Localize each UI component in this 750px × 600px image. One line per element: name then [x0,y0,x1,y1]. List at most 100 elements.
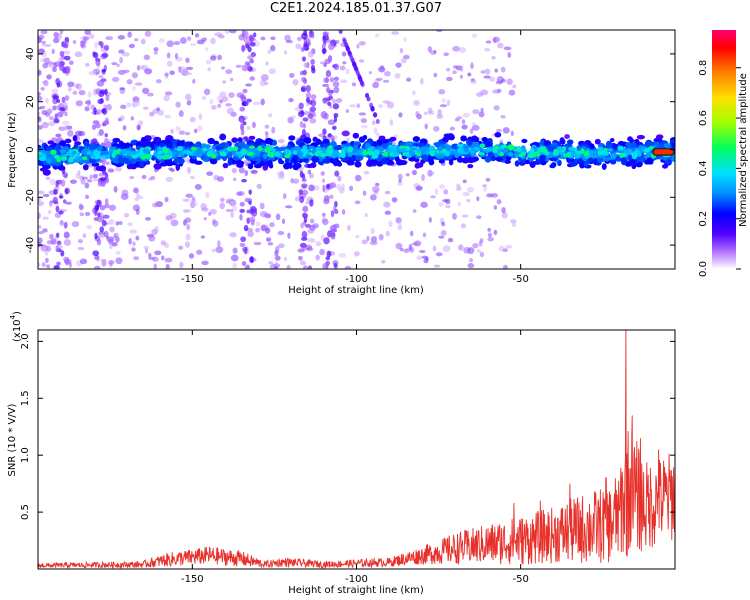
spectrogram-cell [104,88,108,96]
spectrogram-cell [58,126,66,132]
spectrogram-cell [40,30,45,37]
spectrogram-peak [607,148,613,152]
spectrogram-cell [100,180,106,187]
spectrogram-cell [491,193,499,198]
spectrogram-cell [82,164,89,171]
spectrogram-cell [38,200,44,207]
spectrogram-cell [298,255,303,261]
spectrogram-peak [390,147,396,154]
spectrogram-cell [448,159,454,166]
spectrogram-cell [310,162,317,168]
spectrogram-cell [351,60,356,66]
spectrogram-cell [487,147,493,152]
spectrogram-cell [38,125,43,130]
spectrogram-cell [241,101,247,107]
spectrogram-cell [487,237,494,242]
spectrogram-cell [471,124,480,131]
spectrogram-cell [101,259,107,267]
spectrogram-cell [123,212,130,218]
spectrogram-cell [51,48,55,55]
spectrogram-cell [84,182,90,189]
spectrogram-cell [211,248,216,253]
spectrogram-cell [55,133,62,138]
spectrogram-peak [104,154,110,160]
spectrogram-cell [81,176,89,180]
spectrogram-cell [246,209,251,214]
spectrogram-peak [161,155,169,160]
spectrogram-cell [329,182,337,189]
spectrogram-cell [55,180,59,188]
spectrogram-peak [328,144,333,151]
spectrogram-cell [115,257,123,265]
spectrogram-cell [249,216,256,223]
spectrogram-cell [480,70,486,74]
spectrogram-cell [375,132,381,137]
spectrogram-peak [240,148,247,155]
spectrogram-cell [267,49,272,54]
spectrogram-cell [217,54,222,61]
spectrogram-cell [476,215,482,220]
spectrogram-cell [356,103,361,109]
snr-x-ticks: -150 -100 -50 [181,330,529,585]
spectrogram-cell [299,260,307,266]
spectrogram-cell [186,223,191,231]
spectrogram-cell [361,239,368,245]
spectrogram-cell [102,120,110,126]
spectrogram-cell [239,118,244,124]
spectrogram-peak [333,153,339,158]
spectrogram-peak [533,152,538,157]
spectrogram-cell [277,157,283,165]
spectrogram-cell [97,212,101,218]
spectrogram-cell [420,77,424,85]
spectrogram-cell [333,76,339,81]
spectrogram-cell [453,65,458,69]
spectrogram-cell [301,189,309,196]
spectrogram-cell [229,30,237,34]
spectrogram-cell [456,185,462,192]
spectrogram-cell [325,256,331,261]
spectrogram-cell [222,80,227,84]
spectrogram-cell [78,203,83,209]
spectrogram-cell [336,162,343,167]
spectrogram-cell [399,247,404,252]
spectrogram-cell [185,66,194,70]
spectrogram-cell [115,166,123,172]
spectrogram-cell [154,250,162,256]
spectrogram-cell [136,192,140,198]
spectrogram-cell [284,34,291,42]
spectrogram-cell [304,244,313,251]
snr-y-tick-label: 2.0 [20,333,31,349]
spectrogram-cell [58,195,64,199]
spectrogram-cell [366,235,370,242]
spectrogram-cell [325,69,332,78]
spectrogram-cell [131,72,138,79]
spectrogram-cell [501,207,506,214]
spectrogram-cell [219,202,226,210]
spectrogram-cell [354,174,362,182]
spectrogram-cell [56,261,61,266]
spectrogram-cell [409,230,414,237]
spectrogram-cell [287,232,291,239]
spectrogram-cell [184,131,191,136]
spectrogram-cell [307,50,314,58]
spectrogram-cell [398,178,402,183]
spectrogram-cell [43,57,51,64]
spectrogram-cell [309,30,313,35]
spectrogram-x-tick-label: -50 [513,274,529,285]
spectrogram-peak [38,151,43,156]
spectrogram-cell [145,248,149,254]
spectrogram-cell [507,52,512,58]
spectrogram-cell [255,227,260,233]
spectrogram-cell [243,30,249,39]
spectrogram-peak [219,151,225,156]
spectrogram-cell [439,104,448,108]
snr-x-tick-label: -150 [181,574,204,585]
spectrogram-cell [75,130,83,137]
spectrogram-cell [467,136,476,141]
spectrogram-cell [275,213,281,221]
spectrogram-cell [301,128,306,137]
spectrogram-cell [300,222,304,229]
spectrogram-cell [491,56,496,60]
spectrogram-cell [470,80,477,85]
spectrogram-cell [93,216,99,222]
